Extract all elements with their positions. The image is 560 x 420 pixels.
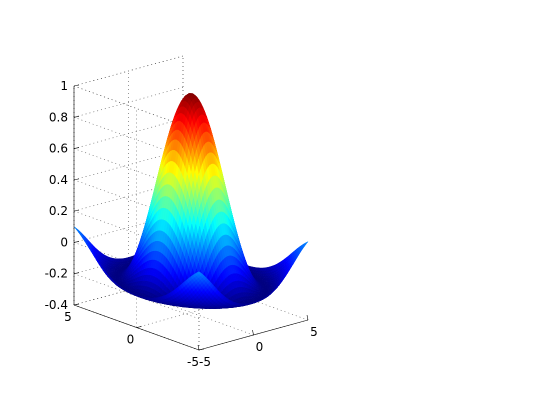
axes [73, 84, 309, 351]
x-tick [306, 314, 309, 321]
y-tick [136, 326, 142, 328]
x-tick-label: 0 [256, 340, 264, 354]
z-tick-label: -0.4 [45, 298, 68, 312]
surface [73, 93, 309, 309]
y-tick-label: 0 [127, 333, 135, 347]
z-gridline [73, 212, 184, 243]
z-gridline [73, 55, 184, 87]
z-tick-label: 0.4 [49, 173, 68, 187]
z-tick-label: 1 [60, 79, 68, 93]
y-tick [198, 348, 205, 351]
y-gridline [136, 297, 246, 328]
y-tick-label: 5 [64, 310, 72, 324]
x-tick-label: 5 [310, 325, 318, 339]
surface-patch [196, 271, 202, 275]
tick-labels: -0.4 -0.2 0 0.2 0.4 0.6 0.8 1 -5 0 5 -5 0 5 [45, 79, 318, 369]
z-tick-label: -0.2 [45, 267, 68, 281]
x-tick-label: -5 [199, 355, 211, 369]
z-tick-label: 0 [60, 235, 68, 249]
z-tick [73, 209, 80, 212]
z-tick [73, 241, 80, 243]
z-tick [73, 84, 80, 87]
z-tick [73, 147, 80, 149]
z-tick [73, 178, 80, 181]
z-gridline [73, 180, 184, 212]
z-tick-label: 0.2 [49, 204, 68, 218]
z-gridline [73, 149, 184, 181]
y-tick-label: -5 [187, 355, 199, 369]
z-tick [73, 115, 80, 118]
z-gridline [73, 86, 184, 118]
x-tick [197, 344, 200, 351]
y-tick [73, 303, 80, 306]
z-tick [73, 272, 80, 275]
z-tick-label: 0.6 [49, 142, 68, 156]
z-tick-label: 0.8 [49, 110, 68, 124]
x-tick [252, 329, 254, 336]
